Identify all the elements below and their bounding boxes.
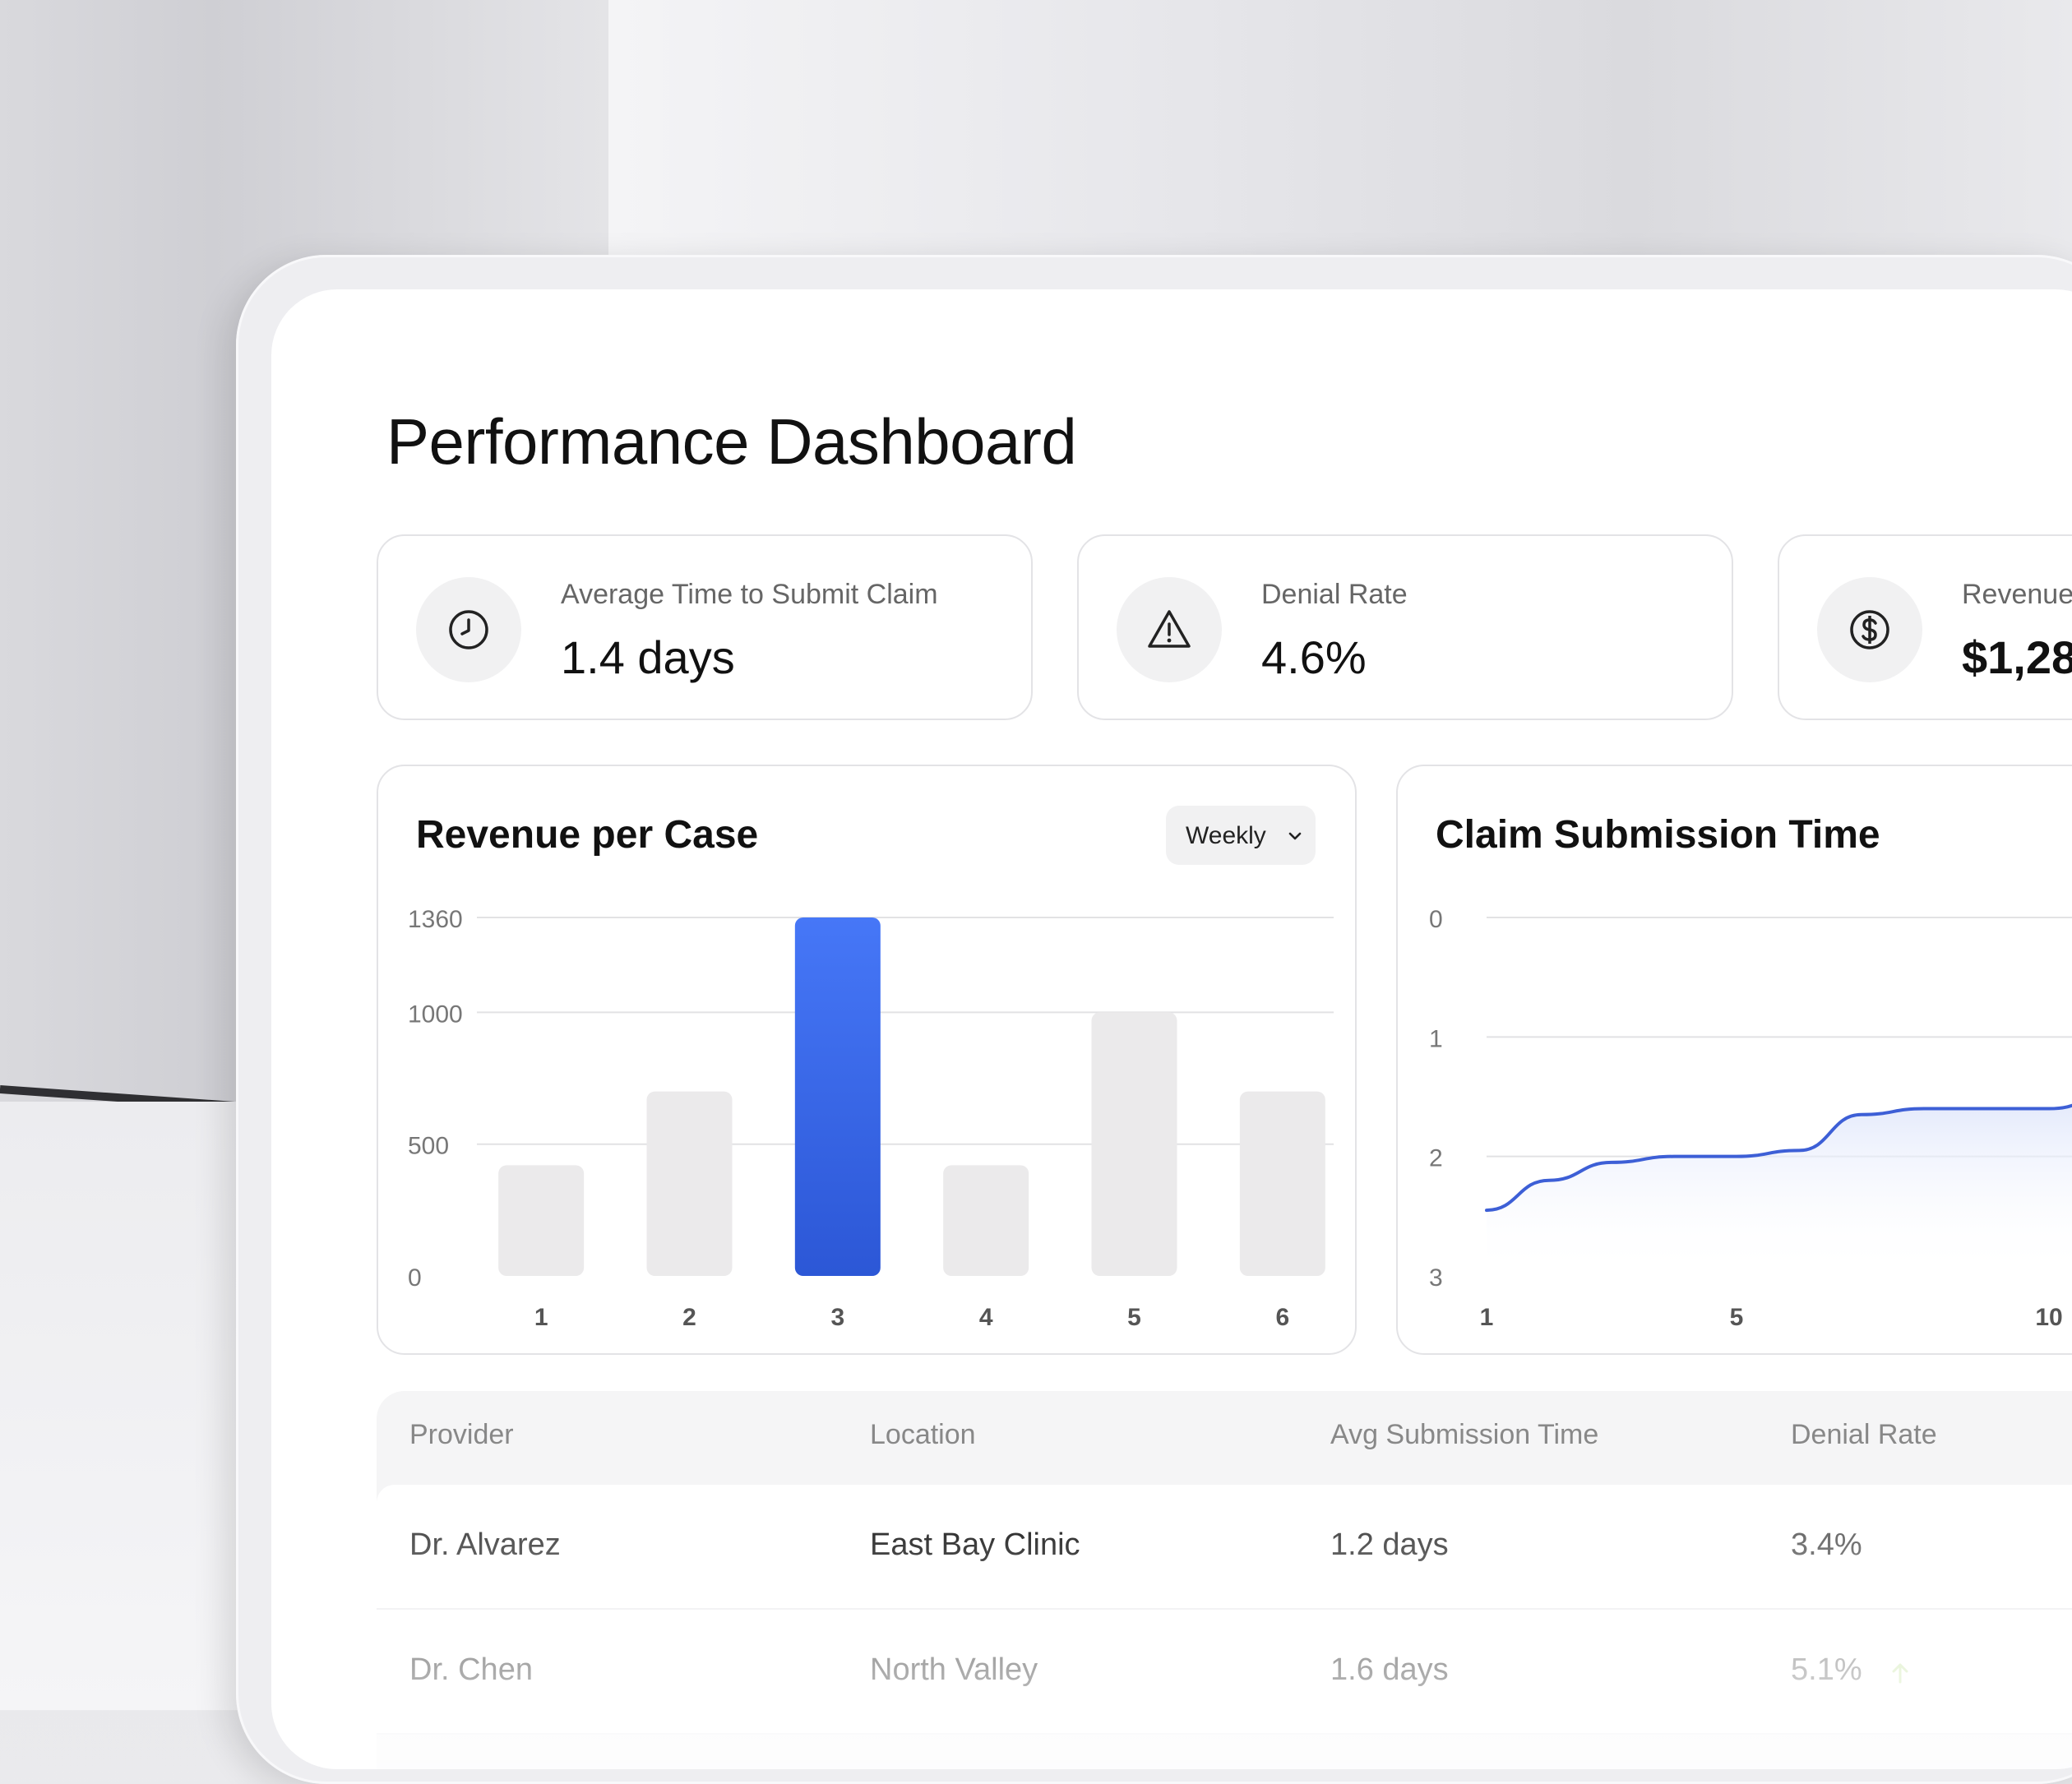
dashboard-screen: Performance Dashboard Average Time to Su…	[271, 289, 2072, 1769]
column-header-provider[interactable]: Provider	[409, 1419, 514, 1450]
cell-avg-submission-time: 1.2 days	[1330, 1527, 1449, 1562]
y-tick-label: 0	[1429, 906, 1443, 933]
bar[interactable]	[1091, 1012, 1177, 1276]
card-title: Claim Submission Time	[1436, 813, 1880, 857]
x-tick-label: 10	[2035, 1304, 2062, 1331]
revenue-bar-chart: 1360 1000 500 0 1 2 3 4 5 6	[408, 906, 1334, 1331]
cell-provider: Dr. Chen	[409, 1652, 533, 1687]
cell-avg-submission-time: 1.6 days	[1330, 1652, 1449, 1687]
column-header-avg-submission-time[interactable]: Avg Submission Time	[1330, 1419, 1599, 1450]
x-tick-label: 6	[1275, 1304, 1289, 1331]
period-select[interactable]: Weekly	[1166, 806, 1316, 865]
x-tick-label: 1	[534, 1304, 548, 1331]
card-title: Revenue per Case	[416, 813, 759, 857]
kpi-label: Denial Rate	[1261, 579, 1408, 610]
revenue-per-case-card: Revenue per Case Weekly 1360 1000 500 0 1 2 3 4…	[377, 765, 1357, 1355]
arrow-up-icon	[1892, 1663, 1908, 1684]
x-tick-label: 5	[1127, 1304, 1141, 1331]
background-floor	[0, 1102, 263, 1710]
kpi-label: Revenue	[1962, 579, 2072, 610]
y-tick-label: 2	[1429, 1145, 1443, 1172]
warning-icon	[1117, 577, 1222, 682]
y-tick-label: 0	[408, 1264, 422, 1292]
y-tick-label: 1000	[408, 1001, 463, 1028]
y-tick-label: 500	[408, 1133, 449, 1160]
kpi-card-submit-time[interactable]: Average Time to Submit Claim 1.4 days	[377, 534, 1033, 720]
table-row[interactable]: Dr. Chen North Valley 1.6 days 5.1%	[377, 1610, 2072, 1735]
x-tick-label: 3	[830, 1304, 844, 1331]
y-tick-label: 1360	[408, 906, 463, 933]
kpi-value: 1.4 days	[561, 631, 735, 683]
cell-location: North Valley	[870, 1652, 1038, 1687]
period-select-value: Weekly	[1186, 822, 1266, 849]
area-fill	[1487, 1105, 2072, 1276]
y-tick-label: 3	[1429, 1264, 1443, 1292]
bar[interactable]	[646, 1091, 733, 1276]
cell-provider: Dr. Alvarez	[409, 1527, 561, 1562]
kpi-card-revenue[interactable]: Revenue $1,28	[1778, 534, 2072, 720]
provider-table: Provider Location Avg Submission Time De…	[377, 1391, 2072, 1769]
cell-denial-rate: 5.1%	[1791, 1652, 1862, 1687]
dollar-icon	[1817, 577, 1922, 682]
bar[interactable]	[794, 917, 881, 1276]
page-title: Performance Dashboard	[386, 405, 1077, 478]
x-tick-label: 2	[682, 1304, 696, 1331]
claim-line-chart: 0 1 2 3 1 5 10	[1429, 906, 2072, 1331]
clock-icon	[416, 577, 521, 682]
column-header-denial-rate[interactable]: Denial Rate	[1791, 1419, 1937, 1450]
x-tick-label: 5	[1730, 1304, 1744, 1331]
kpi-card-denial-rate[interactable]: Denial Rate 4.6%	[1077, 534, 1733, 720]
bar[interactable]	[1239, 1091, 1325, 1276]
x-tick-label: 1	[1480, 1304, 1494, 1331]
kpi-label: Average Time to Submit Claim	[561, 579, 938, 610]
bar[interactable]	[943, 1165, 1029, 1276]
background-window	[608, 0, 2072, 296]
column-header-location[interactable]: Location	[870, 1419, 976, 1450]
table-row[interactable]: Dr. Alvarez East Bay Clinic 1.2 days 3.4…	[377, 1485, 2072, 1610]
bar[interactable]	[498, 1165, 585, 1276]
kpi-value: $1,28	[1962, 631, 2072, 683]
series-line[interactable]	[1485, 1097, 2072, 1213]
kpi-value: 4.6%	[1261, 631, 1367, 683]
cell-location: East Bay Clinic	[870, 1527, 1080, 1562]
y-tick-label: 1	[1429, 1025, 1443, 1052]
claim-submission-time-card: Claim Submission Time 0 1 2 3 1 5 10	[1396, 765, 2072, 1355]
chevron-down-icon	[1288, 832, 1302, 840]
x-tick-label: 4	[979, 1304, 993, 1331]
cell-denial-rate: 3.4%	[1791, 1527, 1862, 1562]
